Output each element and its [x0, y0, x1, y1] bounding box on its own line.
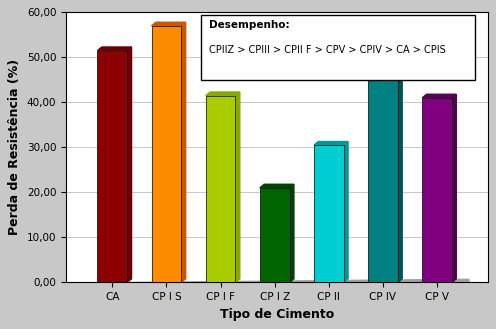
Polygon shape: [452, 94, 456, 282]
Bar: [206, 96, 236, 282]
Bar: [260, 188, 290, 282]
Text: CPIIZ > CPIII > CPII F > CPV > CPIV > CA > CPIS: CPIIZ > CPIII > CPII F > CPV > CPIV > CA…: [209, 45, 446, 55]
Text: Desempenho:: Desempenho:: [209, 20, 290, 31]
Bar: [97, 51, 127, 282]
Polygon shape: [422, 94, 456, 98]
Polygon shape: [127, 47, 131, 282]
Polygon shape: [206, 92, 240, 96]
X-axis label: Tipo de Cimento: Tipo de Cimento: [220, 308, 334, 321]
Polygon shape: [314, 141, 348, 145]
Polygon shape: [236, 92, 240, 282]
Polygon shape: [344, 141, 348, 282]
Polygon shape: [182, 22, 186, 282]
Polygon shape: [290, 184, 294, 282]
Polygon shape: [368, 61, 402, 64]
Bar: [422, 98, 452, 282]
FancyBboxPatch shape: [201, 15, 475, 80]
Y-axis label: Perda de Resistência (%): Perda de Resistência (%): [8, 59, 21, 236]
Bar: [368, 64, 398, 282]
Polygon shape: [152, 22, 186, 26]
Polygon shape: [398, 61, 402, 282]
Polygon shape: [260, 184, 294, 188]
Bar: [152, 26, 182, 282]
Bar: [314, 145, 344, 282]
Polygon shape: [97, 47, 131, 51]
